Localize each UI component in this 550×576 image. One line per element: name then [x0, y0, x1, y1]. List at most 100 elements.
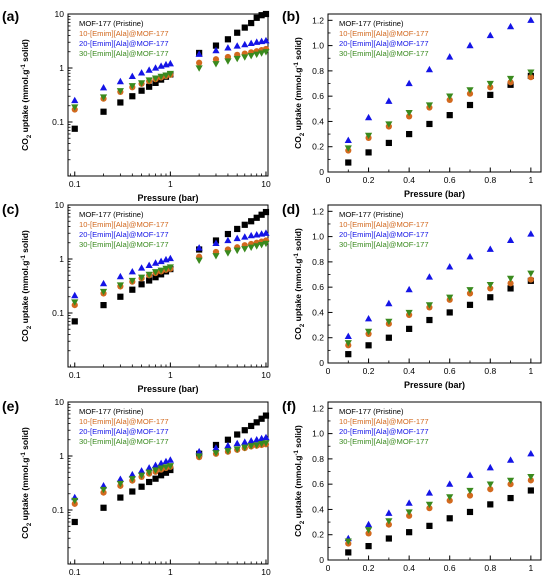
data-point	[466, 492, 474, 499]
panel-label: (e)	[2, 398, 19, 414]
data-point	[99, 94, 108, 101]
data-point	[344, 538, 352, 545]
panel-a: 0.1 1 10 0.1 1 10 Pressure (bar) CO2 uptake (mm…	[2, 8, 271, 203]
data-point	[507, 494, 514, 502]
data-point	[152, 274, 159, 281]
plot-frame	[327, 13, 542, 173]
data-point	[257, 440, 266, 448]
y-tick-label: 1.2	[312, 206, 324, 216]
data-point	[426, 120, 433, 128]
data-point	[145, 271, 153, 279]
data-point	[425, 489, 434, 496]
data-point	[385, 97, 393, 104]
data-point	[241, 438, 249, 445]
data-point	[248, 218, 255, 225]
panel-label: (c)	[2, 201, 19, 217]
y-axis-title: CO2 uptake (mmol.g-1 solid)	[293, 425, 306, 537]
x-tick-label: 0.6	[444, 175, 456, 185]
data-point	[233, 247, 241, 255]
legend-entry: MOF-177 (Pristine)	[339, 19, 404, 28]
data-point	[446, 480, 454, 487]
data-point	[145, 469, 153, 477]
data-point	[527, 450, 535, 457]
x-tick-label: 1	[168, 370, 173, 380]
data-point	[145, 77, 153, 84]
data-point	[71, 125, 78, 132]
legend-entry: MOF-177 (Pristine)	[79, 407, 144, 416]
y-tick-label: 0	[319, 358, 324, 368]
y-tick-label: 0.4	[312, 116, 324, 126]
data-point	[71, 96, 79, 104]
data-point	[145, 464, 153, 471]
x-tick-label: 1	[528, 175, 533, 185]
x-tick-label: 0.6	[444, 366, 456, 376]
data-point	[196, 59, 203, 66]
data-point	[162, 469, 170, 476]
data-point	[345, 159, 352, 166]
panel-label: (a)	[2, 8, 19, 24]
data-point	[247, 52, 255, 60]
data-point	[129, 488, 136, 495]
data-point	[466, 101, 474, 109]
data-point	[71, 318, 78, 325]
data-point	[345, 351, 352, 358]
data-point	[241, 233, 249, 240]
y-tick-label: 0.8	[312, 66, 324, 76]
data-point	[151, 75, 160, 82]
x-tick-label: 0.4	[403, 366, 415, 376]
data-point	[466, 87, 474, 94]
data-point	[224, 250, 232, 257]
y-tick-label: 0.6	[312, 282, 324, 292]
data-point	[241, 40, 249, 48]
legend-entry: 20-[Emim][Ala]@MOF-177	[339, 427, 429, 436]
data-point	[151, 461, 160, 468]
data-point	[345, 549, 352, 556]
data-point	[233, 439, 241, 447]
x-tick-label: 1	[168, 179, 173, 189]
data-point	[234, 225, 241, 233]
data-point	[99, 288, 108, 296]
plot-frame	[67, 401, 269, 565]
x-tick-label: 0.1	[69, 179, 81, 189]
legend-entry: 20-[Emim][Ala]@MOF-177	[339, 230, 429, 239]
data-point	[162, 464, 170, 471]
data-point	[425, 65, 434, 73]
panel-label: (d)	[282, 201, 300, 217]
data-point	[146, 478, 153, 486]
data-point	[166, 254, 174, 262]
data-point	[405, 309, 413, 317]
data-point	[406, 325, 413, 332]
data-point	[157, 465, 165, 472]
data-point	[166, 70, 174, 78]
data-point	[137, 274, 146, 282]
data-point	[527, 487, 534, 494]
data-point	[116, 475, 124, 482]
data-point	[241, 54, 249, 61]
x-tick-label: 0.4	[403, 563, 415, 573]
data-point	[486, 245, 494, 252]
data-point	[446, 515, 453, 522]
data-point	[262, 412, 270, 419]
data-point	[466, 487, 474, 495]
data-point	[385, 121, 393, 128]
data-point	[406, 130, 413, 138]
panel-d: 0 0.2 0.4 0.6 0.8 1 0 0.2 0.4 0.6 0.8 1.0 1.2 Pressur…	[282, 201, 542, 390]
y-tick-label: 0.4	[312, 307, 324, 317]
data-point	[385, 299, 393, 307]
y-tick-label: 0	[319, 555, 324, 565]
data-point	[405, 109, 413, 117]
data-point	[364, 113, 373, 121]
data-point	[446, 294, 454, 302]
data-point	[527, 270, 535, 278]
y-axis-title: CO2 uptake (mmol.g-1 solid)	[20, 39, 33, 151]
data-point	[446, 93, 454, 100]
legend-entry: 10-[Emim][Ala]@MOF-177	[339, 417, 429, 426]
x-tick-label: 0.2	[363, 366, 375, 376]
data-point	[364, 314, 373, 322]
data-point	[100, 302, 107, 309]
data-point	[137, 80, 146, 87]
data-point	[262, 440, 270, 447]
data-point	[258, 415, 265, 422]
data-point	[195, 257, 203, 265]
data-point	[99, 83, 108, 91]
